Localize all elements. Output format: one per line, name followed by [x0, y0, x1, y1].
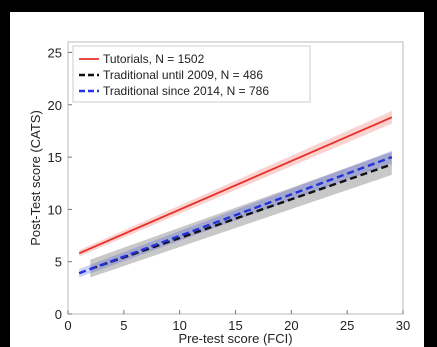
- legend-label-1: Traditional until 2009, N = 486: [103, 68, 263, 82]
- legend: Tutorials, N = 1502 Traditional until 200…: [72, 45, 311, 103]
- x-tick-label: 25: [340, 318, 354, 333]
- y-tick-label: 20: [48, 98, 62, 113]
- x-tick-label: 5: [120, 318, 127, 333]
- x-tick-label: 15: [228, 318, 242, 333]
- series-line-2: [78, 155, 393, 275]
- y-tick-label: 10: [48, 202, 62, 217]
- legend-label-2: Traditional since 2014, N = 786: [103, 84, 269, 98]
- series-line-0: [78, 116, 393, 255]
- y-axis-label: Post-Test score (CATS): [28, 110, 43, 246]
- series-band-1: [90, 151, 392, 278]
- legend-label-0: Tutorials, N = 1502: [103, 52, 205, 66]
- x-axis-label: Pre-test score (FCI): [178, 331, 292, 346]
- x-tick-label: 20: [284, 318, 298, 333]
- y-tick-label: 5: [55, 255, 62, 270]
- y-tick-label: 25: [48, 45, 62, 60]
- y-tick-label: 0: [55, 307, 62, 322]
- x-tick-label: 30: [396, 318, 410, 333]
- y-tick-label: 15: [48, 150, 62, 165]
- x-tick-label: 0: [64, 318, 71, 333]
- x-tick-label: 10: [172, 318, 186, 333]
- legend-box: [72, 45, 311, 103]
- series-line-1: [89, 163, 393, 271]
